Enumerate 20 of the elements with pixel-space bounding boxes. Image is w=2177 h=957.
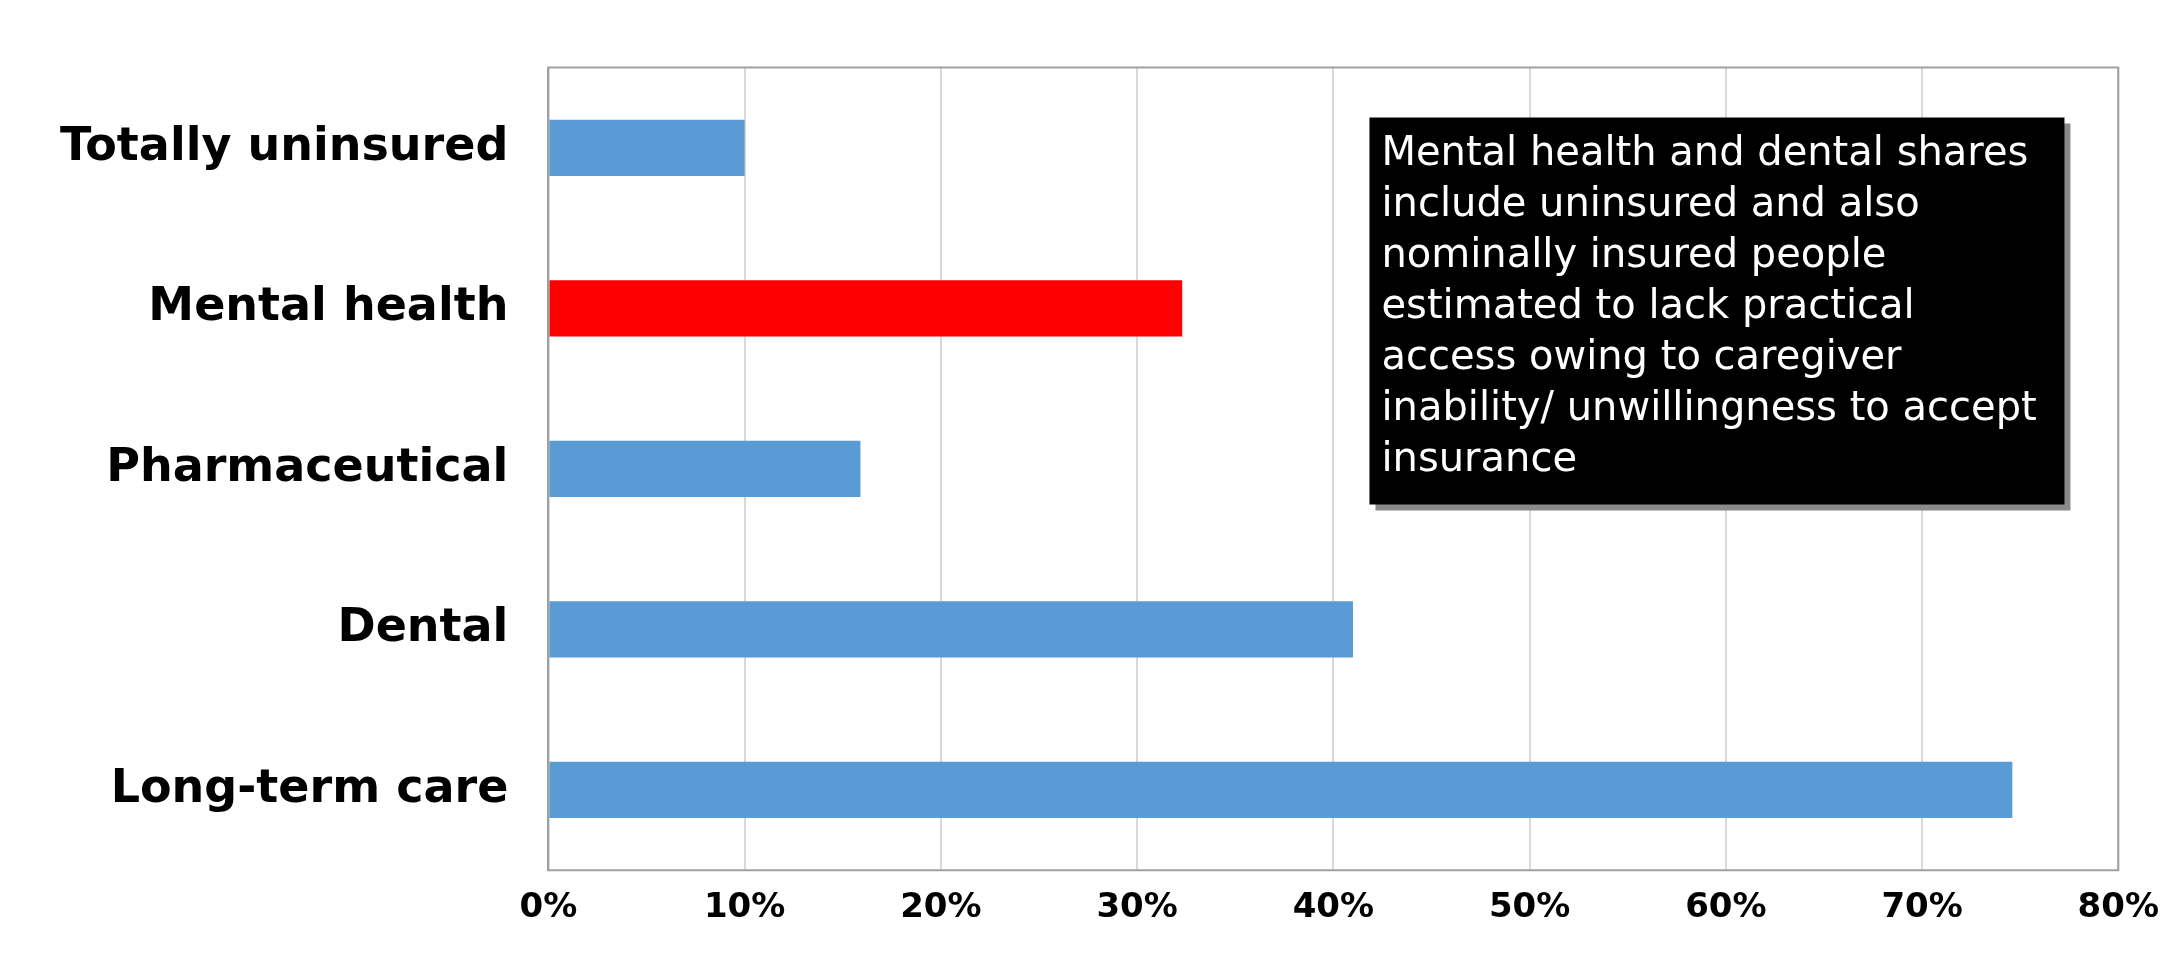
bar (549, 280, 1183, 337)
x-tick-label: 30% (1096, 885, 1178, 926)
y-tick-label: Long-term care (110, 758, 509, 813)
y-tick-label: Pharmaceutical (106, 437, 509, 492)
x-tick-label: 80% (2077, 885, 2159, 926)
x-tick-label: 60% (1685, 885, 1767, 926)
x-tick-label: 70% (1881, 885, 1963, 926)
bar (549, 601, 1353, 658)
x-tick-label: 50% (1488, 885, 1571, 926)
annotation: Mental health and dental shares include uninsured and also nominally insured people estimated to lack practical access owing to caregiver inability/ unwillingness to accept insurance (1381, 127, 2037, 480)
bar (549, 761, 2013, 819)
y-tick-label: Mental health (148, 277, 509, 332)
x-tick-label: 10% (703, 885, 786, 926)
y-tick-label: Totally uninsured (60, 116, 509, 171)
x-tick-label: 0% (519, 885, 578, 926)
bar (549, 119, 745, 176)
bar (549, 440, 861, 497)
x-tick-label: 20% (900, 885, 982, 926)
x-tick-label: 40% (1292, 885, 1375, 926)
y-tick-label: Dental (337, 598, 509, 653)
